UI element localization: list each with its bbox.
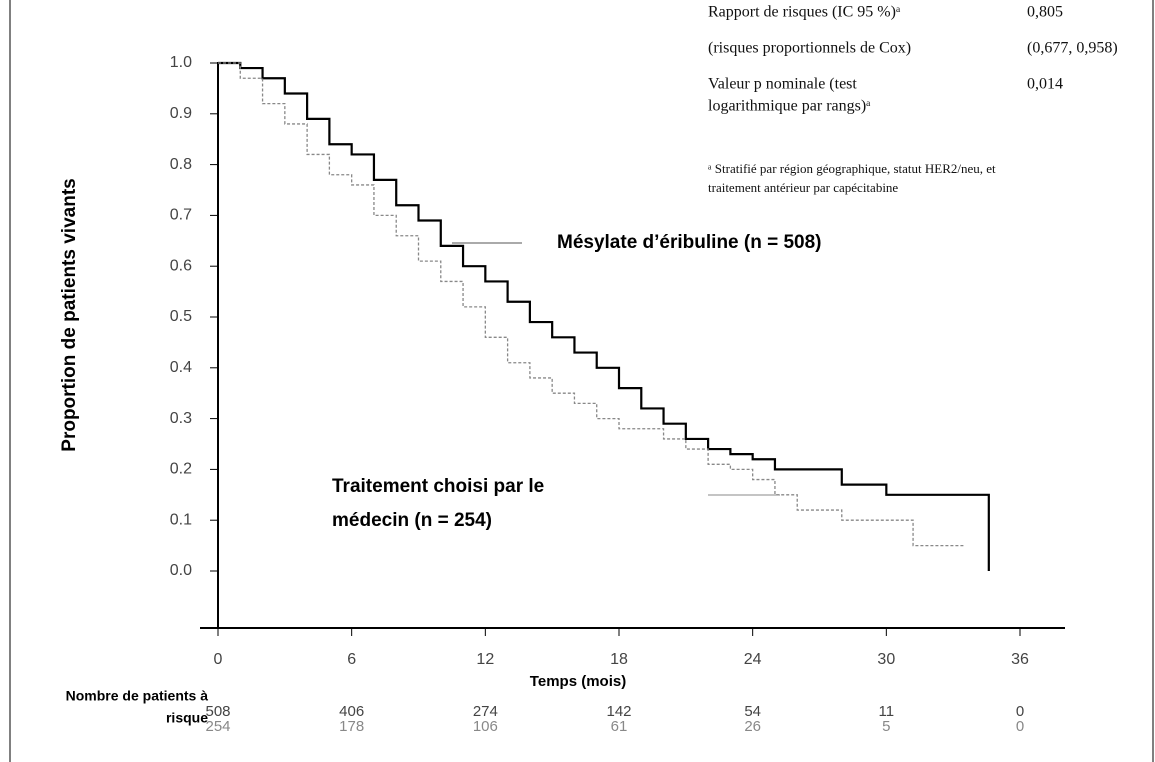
risk-label: risque [166, 710, 208, 726]
y-tick-label: 0.7 [170, 207, 192, 224]
footnote: ᵃ Stratifié par région géographique, sta… [708, 161, 996, 176]
stat-label: Valeur p nominale (test [708, 76, 857, 93]
y-tick-label: 0.3 [170, 410, 192, 427]
risk-value: 254 [205, 718, 230, 735]
y-tick-label: 0.8 [170, 156, 192, 173]
risk-value: 274 [473, 703, 498, 720]
x-tick-label: 12 [476, 651, 494, 668]
stat-value: 0,805 [1027, 4, 1063, 21]
risk-value: 106 [473, 718, 498, 735]
x-tick-label: 24 [744, 651, 762, 668]
risk-value: 26 [744, 718, 761, 735]
series-label: Mésylate d’éribuline (n = 508) [557, 232, 822, 253]
footnote: traitement antérieur par capécitabine [708, 180, 898, 195]
x-tick-label: 18 [610, 651, 628, 668]
y-tick-label: 0.0 [170, 562, 192, 579]
survival-curve [218, 62, 965, 547]
x-tick-label: 0 [214, 651, 223, 668]
risk-value: 11 [879, 703, 895, 720]
risk-value: 406 [339, 703, 364, 720]
risk-value: 61 [611, 718, 628, 735]
y-tick-label: 0.6 [170, 257, 192, 274]
survival-curve [218, 61, 990, 571]
stat-value: (0,677, 0,958) [1027, 40, 1118, 57]
risk-value: 0 [1016, 703, 1024, 720]
y-tick-label: 0.2 [170, 461, 192, 478]
x-tick-label: 36 [1011, 651, 1029, 668]
stat-label: Rapport de risques (IC 95 %)ᵃ [708, 4, 901, 21]
x-axis-title: Temps (mois) [530, 673, 626, 690]
y-axis-title: Proportion de patients vivants [59, 178, 80, 451]
y-tick-label: 0.4 [170, 359, 192, 376]
y-tick-label: 1.0 [170, 54, 192, 71]
risk-value: 178 [339, 718, 364, 735]
risk-label: Nombre de patients à [66, 688, 209, 704]
x-tick-label: 6 [347, 651, 356, 668]
frame [9, 0, 1154, 762]
risk-value: 0 [1016, 718, 1024, 735]
risk-value: 54 [744, 703, 761, 720]
y-tick-label: 0.5 [170, 308, 192, 325]
risk-value: 142 [606, 703, 631, 720]
stat-label: (risques proportionnels de Cox) [708, 40, 911, 57]
series-label: Traitement choisi par le médecin (n = 254… [332, 476, 544, 531]
stat-value: 0,014 [1027, 76, 1063, 93]
stat-label: logarithmique par rangs)ᵃ [708, 98, 871, 115]
x-tick-label: 30 [877, 651, 895, 668]
risk-value: 508 [205, 703, 230, 720]
risk-value: 5 [882, 718, 890, 735]
y-tick-label: 0.9 [170, 105, 192, 122]
y-tick-label: 0.1 [170, 511, 192, 528]
